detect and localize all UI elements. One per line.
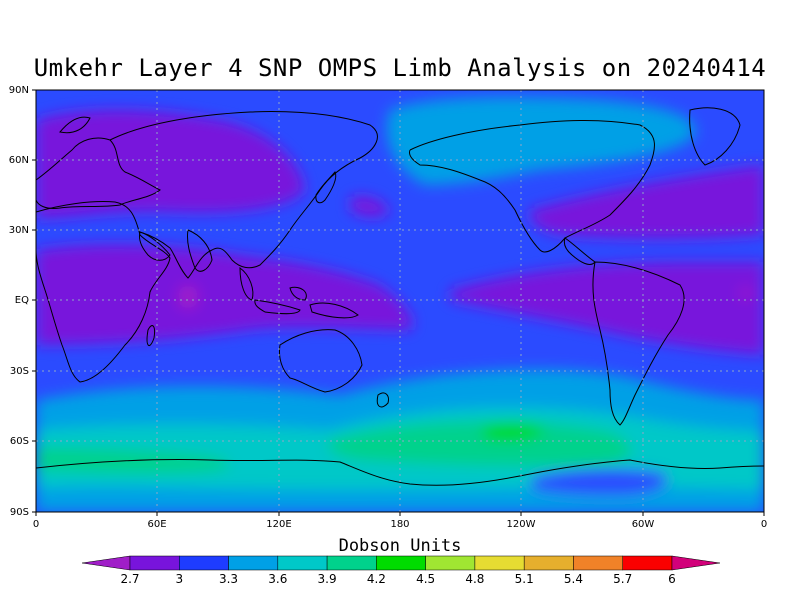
ozone-field bbox=[36, 90, 764, 512]
lon-label: 0 bbox=[761, 519, 767, 530]
colorbar-tick-label: 4.2 bbox=[367, 572, 386, 586]
lon-label: 0 bbox=[33, 519, 39, 530]
lat-label: 90N bbox=[9, 85, 29, 96]
colorbar-tick-label: 5.1 bbox=[515, 572, 534, 586]
lat-label: 60N bbox=[9, 155, 29, 166]
colorbar-tick-label: 4.5 bbox=[416, 572, 435, 586]
lon-label: 180 bbox=[390, 519, 409, 530]
colorbar-tick-label: 2.7 bbox=[120, 572, 139, 586]
lat-label: 90S bbox=[10, 507, 29, 518]
colorbar-low-arrow bbox=[81, 555, 131, 571]
colorbar-segment bbox=[179, 555, 229, 571]
colorbar-title: Dobson Units bbox=[338, 536, 462, 556]
coastlines bbox=[36, 107, 764, 486]
colorbar-tick-label: 3 bbox=[175, 572, 183, 586]
lat-axis: 90N 60N 30N EQ 30S 60S 90S bbox=[9, 85, 36, 518]
colorbar-segment bbox=[622, 555, 673, 571]
lat-label: EQ bbox=[15, 295, 29, 306]
lon-label: 60E bbox=[147, 519, 166, 530]
colorbar-segment bbox=[523, 555, 574, 571]
lon-label: 120E bbox=[266, 519, 291, 530]
colorbar-tick-label: 3.3 bbox=[219, 572, 238, 586]
colorbar-tick-label: 6 bbox=[668, 572, 676, 586]
colorbar-segment bbox=[228, 555, 279, 571]
lat-label: 30N bbox=[9, 225, 29, 236]
colorbar-tick-label: 5.4 bbox=[564, 572, 583, 586]
colorbar-tick-label: 5.7 bbox=[613, 572, 632, 586]
colorbar: 2.7 3 3.3 3.6 3.9 4.2 4.5 4.8 5.1 5.4 5.7 6 bbox=[81, 555, 721, 586]
colorbar-segment bbox=[474, 555, 525, 571]
colorbar-tick-label: 3.6 bbox=[268, 572, 287, 586]
lat-label: 60S bbox=[10, 436, 29, 447]
colorbar-tick-label: 3.9 bbox=[318, 572, 337, 586]
colorbar-high-arrow bbox=[671, 555, 721, 571]
graticule bbox=[36, 90, 764, 512]
colorbar-segment bbox=[376, 555, 426, 571]
map-title: Umkehr Layer 4 SNP OMPS Limb Analysis on… bbox=[33, 54, 767, 82]
colorbar-segment bbox=[129, 555, 180, 571]
colorbar-segment bbox=[573, 555, 623, 571]
lat-label: 30S bbox=[10, 366, 29, 377]
colorbar-segment bbox=[277, 555, 328, 571]
colorbar-segment bbox=[326, 555, 377, 571]
lon-label: 60W bbox=[632, 519, 655, 530]
lon-label: 120W bbox=[507, 519, 536, 530]
colorbar-tick-label: 4.8 bbox=[465, 572, 484, 586]
colorbar-segment bbox=[425, 555, 476, 571]
lon-axis: 0 60E 120E 180 120W 60W 0 bbox=[33, 512, 767, 530]
